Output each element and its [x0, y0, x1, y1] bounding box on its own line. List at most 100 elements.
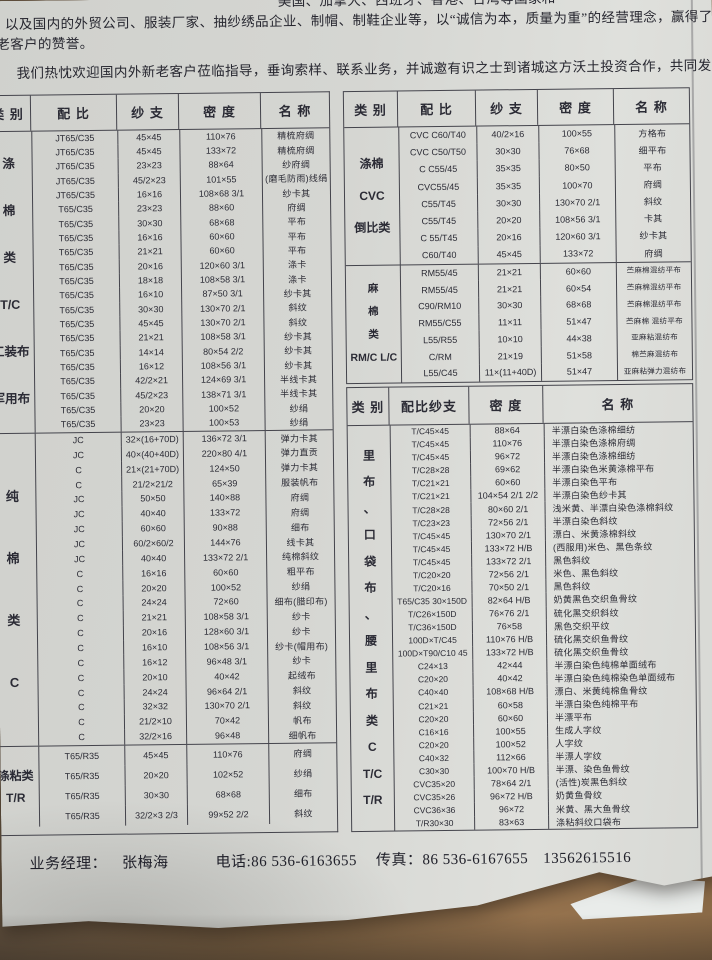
cell-ratio-yarn: T/C45×45 — [391, 450, 471, 464]
cell-ratio-yarn: T65/C35 30×150D — [393, 594, 473, 608]
cell-density: 83×63 — [475, 815, 549, 829]
cell-name: 卡其 — [643, 213, 663, 225]
cell-ratio: T65/R35 — [40, 805, 126, 826]
cell-ratio: C/RM — [402, 348, 480, 366]
right-column: 类 别 配 比 纱 支 密 度 名 称 涤棉 CVC 倒比类 — [343, 87, 697, 832]
cell-density: 87×50 3/1 — [182, 286, 264, 301]
cell-density: 124×69 3/1 — [183, 372, 265, 387]
cell-density: 42×44 — [473, 659, 547, 673]
cell-density: 40×42 — [473, 672, 547, 686]
group-polyester-cotton: 涤 棉 类 T/C 工装布 军用布 JT65/C35 45×45 110×76 … — [0, 128, 333, 433]
right-bottom-header: 类 别 配比纱支 密 度 名 称 — [347, 384, 692, 426]
cell-ratio: JC — [36, 492, 122, 508]
cell-name: 府绸 — [290, 492, 310, 503]
cell-density: 110×76 — [180, 129, 262, 144]
cell-yarn: 21/2×10 — [125, 714, 187, 730]
cell-ratio: T65/C35 — [34, 317, 120, 332]
cell-ratio: RM55/C55 — [401, 314, 479, 332]
cell-density: 68×68 — [181, 215, 263, 230]
cell-density: 96×64 2/1 — [187, 683, 269, 699]
cell-density: 128×60 3/1 — [186, 624, 268, 640]
cell-name: 斜纹 — [292, 685, 312, 696]
category-cell: 里 布 、 口 袋 布 、 腰 里 布 类 C T/C T/R — [348, 425, 396, 830]
cell-name: 半线卡其 — [279, 374, 318, 385]
cell-yarn: 21×(21+70D) — [122, 461, 184, 477]
cell-ratio-yarn: C40×40 — [394, 686, 474, 700]
cell-ratio: CVC55/45 — [400, 178, 478, 196]
cell-density: 108×56 3/1 — [183, 358, 265, 373]
cell-density: 80×60 2/1 — [471, 502, 545, 516]
manager-label: 业务经理： — [29, 855, 108, 873]
cell-name: 帆布 — [293, 715, 312, 726]
cell-ratio: CVC C50/T50 — [399, 143, 477, 161]
cell-name: 纱卡其 — [639, 230, 668, 242]
cell-density: 100×70 H/B — [474, 763, 548, 777]
cell-ratio: C — [38, 670, 124, 686]
cell-name: 纱卡其 — [282, 188, 311, 199]
intro-line-3: 老客户的赞誉。 — [0, 36, 94, 53]
cell-yarn: 11×11 — [479, 314, 541, 331]
header-density: 密 度 — [469, 386, 543, 424]
cell-yarn: 32×32 — [125, 699, 187, 715]
category-cell: 纯 棉 类 C — [0, 433, 39, 746]
cell-yarn: 42/2×21 — [121, 373, 183, 388]
cell-ratio: C — [38, 625, 124, 641]
cell-density: 110×76 H/B — [473, 633, 547, 647]
cell-density: 96×72 — [475, 802, 549, 816]
cell-ratio-yarn: T/C28×28 — [392, 503, 472, 517]
cell-density: 76×68 — [539, 142, 615, 160]
cell-yarn: 21/2×21/2 — [122, 476, 184, 492]
cell-ratio: C — [39, 729, 125, 745]
group-polyester-viscose: 涤粘类 T/R T65/R35 45×45 110×76 府绸 — [0, 742, 337, 827]
cell-yarn: 23×23 — [122, 416, 184, 431]
cell-name: 服装帆布 — [281, 477, 319, 488]
cell-ratio: T65/C35 — [35, 360, 121, 375]
cell-ratio: JC — [36, 447, 122, 463]
manager-name: 张梅海 — [121, 854, 169, 872]
category-cell: 涤棉 CVC 倒比类 — [344, 127, 401, 265]
cell-name: 纱卡 — [291, 611, 311, 622]
cell-yarn: 11×(11+40D) — [480, 364, 542, 381]
cell-name: 细布(腊印布) — [274, 596, 328, 607]
cell-name: (磨毛防雨)线绢 — [265, 173, 328, 185]
cell-ratio: C C55/45 — [400, 160, 478, 178]
cell-density: 82×64 H/B — [473, 593, 547, 607]
cell-density: 220×80 4/1 — [184, 445, 266, 461]
cell-name: 涤卡 — [288, 274, 307, 285]
cell-name: 斜纹 — [288, 302, 308, 314]
category-label: 涤 棉 类 T/C 工装布 军用布 — [0, 156, 31, 407]
cell-yarn: 35×35 — [478, 160, 540, 178]
group-rows: JT65/C35 45×45 110×76 精梳府绸 JT65/C35 45×4… — [32, 128, 332, 432]
cell-ratio: C 55/T45 — [400, 229, 478, 247]
cell-name: 细平布 — [638, 145, 667, 156]
cell-yarn: 24×24 — [125, 684, 187, 700]
cell-ratio-yarn: T/C23×23 — [392, 516, 472, 530]
table-row: L55/C45 11×(11+40D) 51×47 亚麻粘弹力混纺布 — [402, 362, 692, 382]
cell-name: 精梳府绸 — [277, 130, 315, 142]
cell-density: 40×42 — [186, 668, 268, 684]
cell-yarn: 16×10 — [120, 287, 182, 302]
cell-ratio: JC — [37, 507, 123, 523]
header-name: 名 称 — [278, 103, 312, 119]
cell-name: 半线卡其 — [280, 388, 318, 400]
cell-density: 108×68 H/B — [474, 685, 548, 699]
cell-name: 斜纹 — [643, 196, 663, 207]
right-spec-table-top: 类 别 配 比 纱 支 密 度 名 称 涤棉 CVC 倒比类 — [343, 87, 693, 384]
cell-density: 130×70 2/1 — [187, 698, 269, 714]
cell-ratio: L55/C45 — [402, 364, 480, 382]
cell-ratio-yarn: T/C36×150D — [393, 620, 473, 634]
group-cvc: 涤棉 CVC 倒比类 CVC C60/T40 40/2×16 100×55 方 — [344, 124, 691, 265]
cell-yarn: 10×10 — [480, 330, 542, 347]
cell-density: 144×76 — [185, 535, 267, 551]
cell-yarn: 21×21 — [479, 280, 541, 297]
cell-name: 起绒布 — [287, 670, 316, 682]
cell-density: 72×56 2/1 — [472, 515, 546, 529]
cell-name: 方格布 — [638, 128, 667, 139]
cell-density: 88×64 — [471, 423, 545, 437]
cell-density: 133×72 — [185, 505, 267, 521]
cell-ratio: JT65/C35 — [33, 173, 119, 188]
cell-yarn: 45×45 — [118, 144, 180, 159]
cell-name: 府绸 — [290, 507, 310, 518]
document-content: 美国、加拿大、西班牙、香港、台湾等国家和 、以及国内的外贸公司、服装厂家、抽纱绣… — [0, 0, 712, 874]
cell-name: 平布 — [287, 216, 307, 228]
